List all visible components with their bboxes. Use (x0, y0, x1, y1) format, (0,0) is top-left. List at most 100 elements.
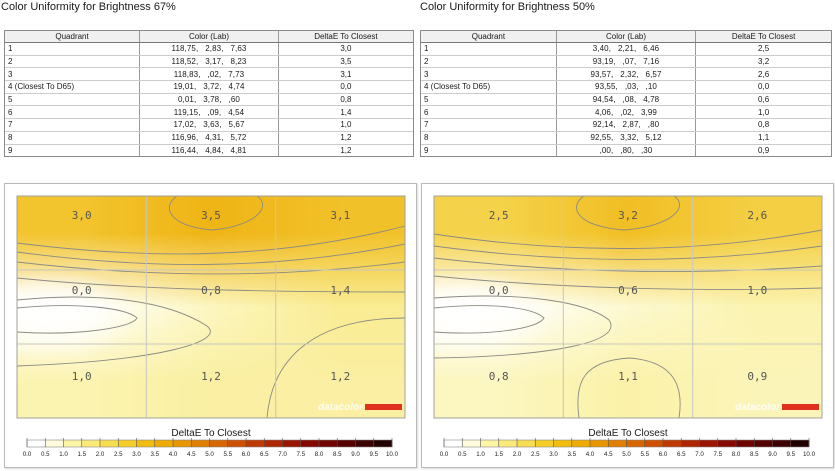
quadrant-cell: 7 (5, 118, 141, 132)
color-scale: 0.0 0.5 1.0 1.5 2.0 2.5 3.0 3.5 4.0 4.5 5.0 5.5 6.0 6… (440, 438, 816, 458)
scale-tick-label: 7.5 (296, 451, 305, 458)
quadrant-cell: 7 (421, 118, 557, 132)
scale-tick-label: 1.5 (494, 451, 503, 458)
quadrant-cell: 5 (421, 93, 557, 107)
quadrant-cell: 2 (421, 55, 557, 69)
deltae-cell: 1,2 (340, 145, 352, 155)
scale-tick-label: 2.5 (531, 451, 540, 458)
color-lab-cell: 92,14, 2,87, ,80 (556, 118, 697, 132)
table-row: 6 4,06, ,02, 3,99 1,0 (421, 105, 831, 120)
header-deltae: DeltaE To Closest (278, 31, 413, 43)
scale-tick-label: 3.0 (132, 451, 141, 458)
scale-tick-label: 9.0 (768, 451, 777, 458)
table-row: 3 118,83, ,02, 7,73 3,1 (5, 67, 413, 82)
grid-value-label: 2,5 (489, 209, 509, 222)
scale-tick-label: 5.5 (640, 451, 649, 458)
scale-tick-label: 0.0 (23, 451, 32, 458)
color-lab-cell: 94,54, ,08, 4,78 (556, 93, 697, 107)
deltae-cell: 3,0 (278, 42, 413, 56)
quadrant-cell: 9 (5, 144, 141, 157)
table-row: 2 118,52, 3,17, 8,23 3,5 (5, 55, 413, 69)
grid-value-label: 3,0 (72, 209, 92, 222)
panel-1-title: Color Uniformity for Brightness 67% (1, 1, 176, 13)
header-quadrant: Quadrant (5, 31, 141, 43)
scale-tick-label: 7.0 (278, 451, 287, 458)
table-header-row: Quadrant Color (Lab) DeltaE To Closest (5, 31, 413, 43)
color-lab-cell: 118,52, 3,17, 8,23 (139, 55, 279, 69)
quadrant-cell: 8 (5, 131, 141, 145)
scale-tick-label: 5.0 (205, 451, 214, 458)
table-row: 8 116,96, 4,31, 5,72 1,2 (5, 131, 413, 145)
scale-tick-label: 3.5 (567, 451, 576, 458)
grid-value-label: 0,6 (618, 284, 638, 297)
color-lab-cell: 19,01, 3,72, 4,74 (139, 80, 279, 94)
grid-value-label: 3,5 (201, 209, 221, 222)
scale-tick-label: 9.5 (786, 451, 795, 458)
table-row: 7 92,14, 2,87, ,80 0,8 (421, 118, 831, 132)
quadrant-cell: 6 (5, 105, 141, 120)
quadrant-cell: 9 (421, 144, 557, 157)
deltae-cell: 1,0 (278, 118, 413, 132)
table-row: 4 (Closest To D65) 93,55, ,03, ,10 0,0 (421, 80, 831, 94)
color-lab-cell: 118,75, 2,83, 7,63 (139, 42, 279, 56)
scale-tick-label: 4.0 (586, 451, 595, 458)
header-color-lab: Color (Lab) (556, 31, 697, 43)
panel-1-heatmap: 3,0 3,5 3,1 0,0 0,8 1,4 1,0 1,2 1,2 datacolor Delt… (4, 183, 417, 468)
scale-tick-label: 3.0 (549, 451, 558, 458)
scale-tick-label: 2.0 (96, 451, 105, 458)
quadrant-cell: 5 (5, 93, 141, 107)
header-deltae: DeltaE To Closest (695, 31, 831, 43)
scale-tick-label: 8.5 (333, 451, 342, 458)
quadrant-cell: 1 (421, 42, 557, 56)
grid-value-label: 1,0 (72, 370, 92, 383)
deltae-cell: 0,8 (278, 93, 413, 107)
color-lab-cell: 119,15, ,09, 4,54 (139, 105, 279, 120)
panel-2-title: Color Uniformity for Brightness 50% (420, 1, 595, 13)
quadrant-cell: 4 (Closest To D65) (5, 80, 141, 94)
color-lab-cell: ,00, ,80, ,30 (556, 144, 697, 157)
deltae-cell: 1,2 (278, 131, 413, 145)
table-row: 1 118,75, 2,83, 7,63 3,0 (5, 42, 413, 56)
grid-value-label: 2,6 (747, 209, 767, 222)
quadrant-cell: 8 (421, 131, 557, 145)
scale-tick-label: 0.5 (41, 451, 50, 458)
quadrant-cell: 3 (421, 67, 557, 82)
deltae-cell: 3,2 (695, 55, 831, 69)
deltae-cell: 0,6 (695, 93, 831, 107)
grid-value-label: 0,8 (489, 370, 509, 383)
table-row: 9 116,44, 4,84, 4,81 1,2 (5, 144, 413, 157)
grid-value-label: 0,9 (747, 370, 767, 383)
deltae-cell: 0,8 (695, 118, 831, 132)
table-row: 3 93,57, 2,32, 6,57 2,6 (421, 67, 831, 82)
color-lab-cell: 0,01, 3,78, ,60 (139, 93, 279, 107)
quadrant-cell: 2 (5, 55, 141, 69)
grid-value-label: 1,2 (330, 370, 350, 383)
grid-value-label: 1,0 (747, 284, 767, 297)
grid-value-label: 0,8 (201, 284, 221, 297)
scale-tick-label: 10.0 (803, 451, 816, 458)
scale-tick-label: 8.0 (732, 451, 741, 458)
deltae-cell: 3,1 (278, 67, 413, 82)
scale-tick-label: 5.0 (622, 451, 631, 458)
color-lab-cell: 93,55, ,03, ,10 (556, 80, 697, 94)
table-row: 2 93,19, ,07, 7,16 3,2 (421, 55, 831, 69)
scale-tick-label: 4.5 (187, 451, 196, 458)
legend-title: DeltaE To Closest (588, 428, 668, 439)
table-row: 7 17,02, 3,63, 5,67 1,0 (5, 118, 413, 132)
scale-tick-label: 0.5 (458, 451, 467, 458)
grid-value-label: 1,1 (618, 370, 638, 383)
table-row: 5 94,54, ,08, 4,78 0,6 (421, 93, 831, 107)
panel-2-heatmap-svg: 2,5 3,2 2,6 0,0 0,6 1,0 0,8 1,1 0,9 datacolor Delt… (422, 195, 823, 458)
table-row: 5 0,01, 3,78, ,60 0,8 (5, 93, 413, 107)
panel-1-rows: 1 118,75, 2,83, 7,63 3,0 2 118,52, 3,17, 8,2… (5, 42, 413, 157)
color-scale: 0.0 0.5 1.0 1.5 2.0 2.5 3.0 3.5 4.0 4.5 5.0 5.5 6.0 6… (23, 438, 399, 458)
color-lab-cell: 118,83, ,02, 7,73 (139, 67, 279, 82)
header-color-lab: Color (Lab) (139, 31, 279, 43)
color-lab-cell: 3,40, 2,21, 6,46 (556, 42, 697, 56)
color-lab-cell: 92,55, 3,32, 5,12 (556, 131, 697, 145)
datacolor-watermark: datacolor (735, 402, 781, 413)
scale-tick-label: 2.0 (513, 451, 522, 458)
color-lab-cell: 17,02, 3,63, 5,67 (139, 118, 279, 132)
deltae-cell: 1,4 (278, 105, 413, 120)
scale-tick-label: 1.5 (77, 451, 86, 458)
